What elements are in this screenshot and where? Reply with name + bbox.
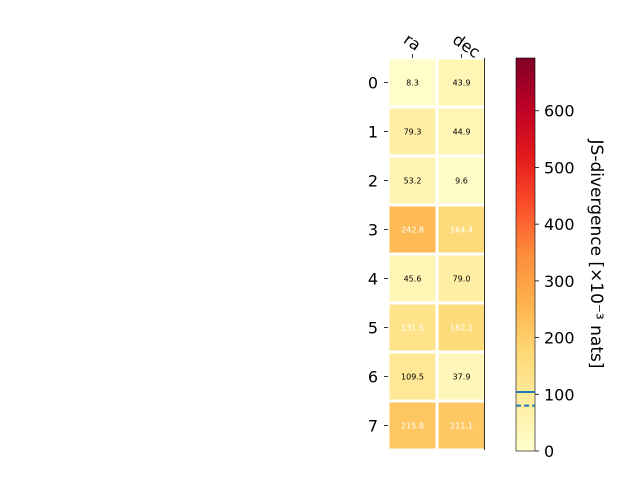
colorbar-tick-label: 600 (544, 102, 575, 121)
cell-value-label: 211.1 (450, 422, 473, 431)
cell-value-label: 79.0 (453, 275, 471, 284)
cell-value-label: 43.9 (453, 79, 471, 88)
row-tick-label: 2 (368, 172, 378, 191)
colorbar: 0 100 200 300 400 500 600 JS-divergence [×10⁻³… (515, 57, 606, 461)
heatmap-cell (438, 353, 485, 400)
heatmap-cell (389, 353, 436, 400)
heatmap-cell (438, 402, 485, 449)
colorbar-gradient (515, 57, 536, 452)
cell-value-label: 164.4 (450, 226, 473, 235)
cell-value-label: 215.8 (401, 422, 424, 431)
row-tick-label: 0 (368, 74, 378, 93)
heatmap-cell (389, 157, 436, 204)
column-tick-label: dec (449, 30, 483, 62)
cell-value-label: 37.9 (453, 373, 471, 382)
colorbar-tick-label: 200 (544, 329, 575, 348)
cell-value-label: 131.5 (401, 324, 424, 333)
heatmap-cell (389, 108, 436, 155)
cell-value-label: 9.6 (455, 177, 468, 186)
colorbar-tick-label: 400 (544, 215, 575, 234)
colorbar-tick-label: 0 (544, 442, 554, 461)
row-tick-label: 6 (368, 368, 378, 387)
colorbar-reference-lines (516, 391, 535, 407)
cell-value-label: 242.8 (401, 226, 424, 235)
row-tick-label: 7 (368, 417, 378, 436)
heatmap-cell (438, 108, 485, 155)
column-tick-label: ra (400, 30, 424, 55)
cell-value-label: 44.9 (453, 128, 471, 137)
cell-value-label: 109.5 (401, 373, 424, 382)
colorbar-tick-label: 500 (544, 158, 575, 177)
heatmap-cell (438, 206, 485, 253)
heatmap-cell (389, 206, 436, 253)
cell-value-label: 53.2 (404, 177, 422, 186)
heatmap-cell (389, 59, 436, 106)
row-tick-label: 3 (368, 221, 378, 240)
heatmap-cell (438, 59, 485, 106)
colorbar-tick-label: 100 (544, 385, 575, 404)
cell-value-label: 8.3 (406, 79, 419, 88)
heatmap-cell (438, 157, 485, 204)
heatmap-cells: 8.3 43.9 79.3 44.9 53.2 9.6 242.8 164.4 45.6 79.0… (389, 59, 485, 449)
cell-value-label: 45.6 (404, 275, 422, 284)
colorbar-ticks: 0 100 200 300 400 500 600 (535, 102, 575, 461)
heatmap-cell (389, 255, 436, 302)
row-tick-label: 4 (368, 270, 378, 289)
row-tick-label: 5 (368, 319, 378, 338)
colorbar-label: JS-divergence [×10⁻³ nats] (586, 139, 606, 369)
heatmap-cell (438, 304, 485, 351)
colorbar-tick-label: 300 (544, 272, 575, 291)
cell-value-label: 162.1 (450, 324, 473, 333)
cell-value-label: 79.3 (404, 128, 422, 137)
heatmap-cell (389, 304, 436, 351)
row-tick-label: 1 (368, 123, 378, 142)
heatmap-cell (389, 402, 436, 449)
heatmap-cell (438, 255, 485, 302)
